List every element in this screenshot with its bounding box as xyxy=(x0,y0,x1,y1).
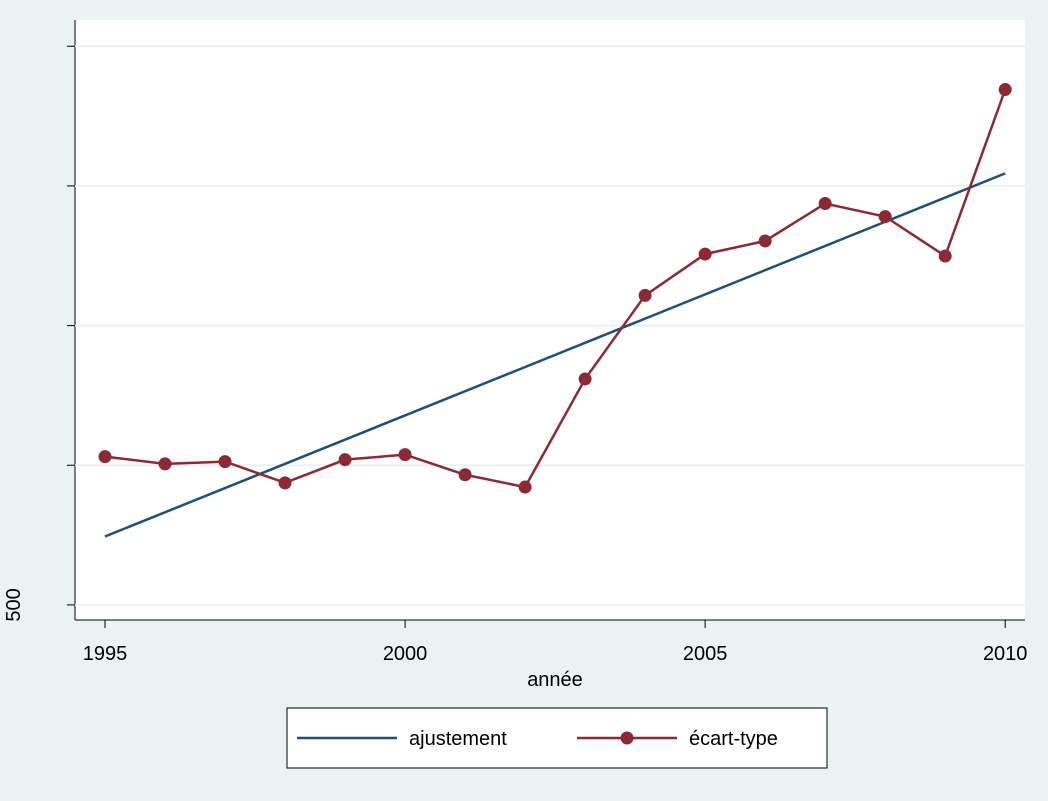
point xyxy=(698,247,712,261)
point xyxy=(878,210,892,224)
point xyxy=(938,249,952,263)
point xyxy=(458,468,472,482)
point xyxy=(998,83,1012,97)
point xyxy=(158,457,172,471)
x-tick-label: 2000 xyxy=(383,643,428,665)
legend-label: ajustement xyxy=(409,728,507,750)
point xyxy=(638,288,652,302)
x-tick-label: 2010 xyxy=(983,643,1028,665)
point xyxy=(98,450,112,464)
point xyxy=(338,453,352,467)
series-line xyxy=(104,89,1007,489)
point xyxy=(818,197,832,211)
point xyxy=(758,234,772,248)
point xyxy=(278,476,292,490)
x-tick-label: 2005 xyxy=(683,643,728,665)
legend-marker xyxy=(620,731,634,745)
plot-area xyxy=(75,20,1025,620)
point xyxy=(518,480,532,494)
legend-label: écart-type xyxy=(689,728,778,750)
point xyxy=(578,372,592,386)
point xyxy=(218,455,232,469)
point xyxy=(398,448,412,462)
x-tick-label: 1995 xyxy=(83,643,128,665)
series-line xyxy=(104,172,1006,538)
x-axis-label: année xyxy=(527,669,583,691)
y-tick-label: 500 xyxy=(3,588,25,621)
